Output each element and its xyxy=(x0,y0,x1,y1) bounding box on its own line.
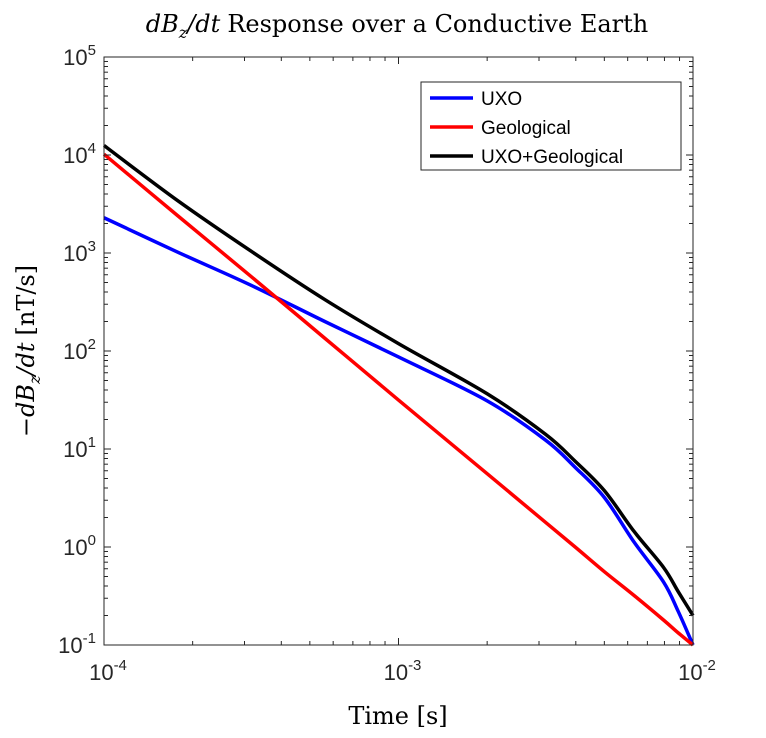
series-line-uxo xyxy=(103,216,695,646)
legend-label: UXO+Geological xyxy=(481,147,623,168)
y-tick-label: 100 xyxy=(63,532,96,560)
y-tick-label: 105 xyxy=(63,42,96,70)
tick-label-base: 10 xyxy=(63,241,87,266)
tick-label-base: 10 xyxy=(63,339,87,364)
legend-label: UXO xyxy=(481,89,522,110)
x-axis-label: Time [s] xyxy=(348,702,447,730)
plot-lines xyxy=(102,144,695,647)
title-text: Response over a Conductive Earth xyxy=(227,10,648,38)
tick-label-base: 10 xyxy=(63,437,87,462)
x-tick-label: 10-2 xyxy=(678,657,716,685)
ylabel-math-tail: /dt xyxy=(12,342,40,377)
tick-label-exponent: -1 xyxy=(83,630,96,647)
ylabel-text: [nT/s] xyxy=(12,265,40,336)
tick-label-exponent: 2 xyxy=(88,336,96,353)
tick-label-base: 10 xyxy=(89,660,113,685)
tick-label-exponent: -4 xyxy=(114,657,127,674)
y-tick-label: 102 xyxy=(63,336,96,364)
tick-label-exponent: 5 xyxy=(88,42,96,59)
title-math-sub: z xyxy=(178,23,188,42)
tick-label-base: 10 xyxy=(63,45,87,70)
legend-label: Geological xyxy=(481,118,571,139)
chart-title: dBz/dt Response over a Conductive Earth xyxy=(146,10,648,42)
title-math-tail: /dt xyxy=(185,10,220,38)
y-tick-label: 104 xyxy=(63,140,96,168)
series-line-uxo-geological xyxy=(102,144,695,617)
tick-label-exponent: -3 xyxy=(408,657,421,674)
tick-label-base: 10 xyxy=(678,660,702,685)
tick-label-base: 10 xyxy=(384,660,408,685)
ylabel-math-sub: z xyxy=(25,375,44,385)
tick-label-exponent: 4 xyxy=(88,140,96,157)
tick-label-exponent: 1 xyxy=(88,434,96,451)
tick-label-base: 10 xyxy=(58,633,82,658)
title-math-main: dB xyxy=(146,10,179,38)
tick-label-exponent: -2 xyxy=(703,657,716,674)
y-tick-label: 103 xyxy=(63,238,96,266)
y-tick-label: 101 xyxy=(63,434,96,462)
tick-label-base: 10 xyxy=(63,535,87,560)
y-axis-label: −dBz/dt [nT/s] xyxy=(12,265,44,437)
legend: UXO Geological UXO+Geological xyxy=(420,81,682,171)
tick-label-exponent: 0 xyxy=(88,532,96,549)
y-tick-label: 10-1 xyxy=(58,630,96,658)
tick-label-base: 10 xyxy=(63,143,87,168)
x-tick-label: 10-3 xyxy=(384,657,422,685)
x-tick-label: 10-4 xyxy=(89,657,127,685)
series-line-geological xyxy=(102,152,695,647)
ylabel-math-main: −dB xyxy=(12,384,40,437)
tick-label-exponent: 3 xyxy=(88,238,96,255)
